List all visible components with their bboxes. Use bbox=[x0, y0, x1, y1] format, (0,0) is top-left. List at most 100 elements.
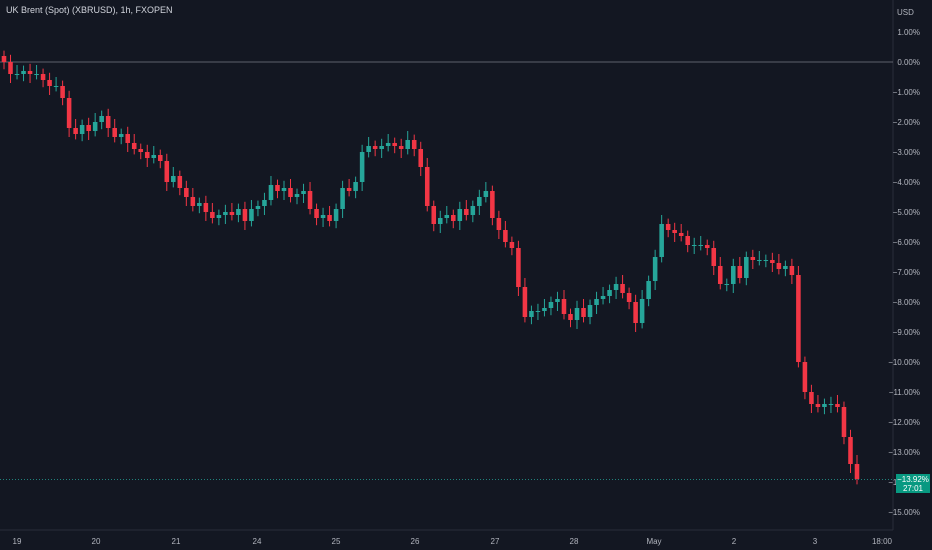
y-tick-label: −3.00% bbox=[893, 148, 920, 157]
candle-body bbox=[672, 230, 677, 233]
candle-body bbox=[503, 230, 508, 242]
candle-body bbox=[704, 245, 710, 248]
currency-label: USD bbox=[897, 8, 914, 17]
candle-body bbox=[144, 152, 150, 158]
candle-body bbox=[822, 404, 827, 407]
x-tick-label: May bbox=[646, 537, 661, 546]
candle-body bbox=[359, 152, 365, 182]
candle-body bbox=[125, 134, 130, 143]
candle-body bbox=[815, 404, 821, 407]
candle-body bbox=[711, 248, 717, 266]
x-tick-label: 3 bbox=[813, 537, 818, 546]
candle-body bbox=[809, 392, 814, 404]
candle-body bbox=[620, 284, 625, 293]
candle-body bbox=[613, 284, 619, 290]
x-tick-label: 28 bbox=[570, 537, 579, 546]
candle-body bbox=[60, 86, 65, 98]
last-price-tag: −13.92% 27:01 bbox=[896, 474, 930, 493]
candle-body bbox=[118, 134, 124, 137]
candle-body bbox=[757, 260, 762, 261]
candle-body bbox=[516, 248, 521, 287]
candle-body bbox=[366, 146, 371, 152]
candle-body bbox=[314, 209, 319, 218]
candle-body bbox=[665, 224, 671, 230]
candle-body bbox=[112, 128, 117, 137]
candle-body bbox=[802, 362, 808, 392]
candle-body bbox=[678, 233, 684, 236]
candle-body bbox=[496, 218, 502, 230]
candle-body bbox=[835, 404, 840, 407]
candle-body bbox=[190, 197, 196, 206]
candle-body bbox=[21, 71, 26, 74]
candle-body bbox=[255, 206, 261, 209]
candle-body bbox=[639, 299, 645, 323]
candle-body bbox=[691, 245, 697, 246]
candle-body bbox=[171, 176, 176, 182]
candle-body bbox=[470, 206, 476, 215]
candle-body bbox=[548, 302, 554, 308]
candle-body bbox=[236, 209, 241, 215]
y-tick-label: −6.00% bbox=[893, 238, 920, 247]
y-tick-label: −11.00% bbox=[889, 388, 920, 397]
candle-body bbox=[268, 185, 274, 200]
candle-body bbox=[451, 215, 456, 221]
y-tick-label: −5.00% bbox=[893, 208, 920, 217]
candle-body bbox=[320, 215, 326, 218]
candle-body bbox=[177, 176, 183, 188]
candle-body bbox=[418, 149, 424, 167]
candle-body bbox=[646, 281, 651, 299]
x-tick-label: 24 bbox=[253, 537, 262, 546]
candle-body bbox=[203, 203, 209, 212]
candle-body bbox=[783, 266, 788, 269]
candle-body bbox=[164, 161, 170, 182]
x-tick-label: 18:00 bbox=[872, 537, 893, 546]
candle-body bbox=[34, 74, 39, 75]
candle-body bbox=[47, 80, 52, 86]
candle-body bbox=[457, 209, 463, 221]
candle-body bbox=[731, 266, 736, 284]
candle-body bbox=[73, 128, 78, 134]
candle-body bbox=[40, 74, 46, 80]
candle-body bbox=[717, 266, 723, 284]
candle-body bbox=[444, 215, 450, 218]
candle-body bbox=[79, 125, 85, 134]
candle-body bbox=[8, 62, 13, 74]
candle-body bbox=[288, 188, 293, 197]
candle-body bbox=[529, 311, 534, 317]
x-tick-label: 21 bbox=[172, 537, 181, 546]
candle-body bbox=[698, 245, 704, 246]
y-tick-label: −10.00% bbox=[888, 358, 920, 367]
candle-body bbox=[327, 215, 332, 221]
candle-body bbox=[281, 188, 287, 191]
x-tick-label: 27 bbox=[491, 537, 500, 546]
x-tick-label: 2 bbox=[732, 537, 737, 546]
x-tick-label: 25 bbox=[332, 537, 341, 546]
y-tick-label: −9.00% bbox=[893, 328, 920, 337]
candle-body bbox=[294, 194, 300, 197]
candle-body bbox=[1, 56, 7, 62]
x-tick-label: 20 bbox=[92, 537, 101, 546]
candle-body bbox=[392, 143, 397, 146]
candle-body bbox=[385, 143, 391, 146]
candle-body bbox=[86, 125, 91, 131]
candle-body bbox=[301, 191, 306, 194]
candle-body bbox=[724, 284, 730, 285]
x-tick-label: 26 bbox=[411, 537, 420, 546]
candle-body bbox=[92, 122, 98, 131]
candle-body bbox=[184, 188, 189, 197]
candle-body bbox=[509, 242, 515, 248]
candle-body bbox=[53, 86, 59, 87]
candle-body bbox=[262, 200, 267, 206]
candle-body bbox=[464, 209, 469, 215]
candle-body bbox=[587, 305, 593, 317]
candle-body bbox=[242, 209, 248, 221]
candle-body bbox=[796, 275, 801, 362]
candle-body bbox=[744, 257, 749, 278]
candle-body bbox=[307, 191, 313, 209]
candle-body bbox=[490, 191, 495, 218]
candle-body bbox=[131, 143, 137, 149]
candle-body bbox=[437, 218, 443, 224]
candle-body bbox=[275, 185, 280, 191]
